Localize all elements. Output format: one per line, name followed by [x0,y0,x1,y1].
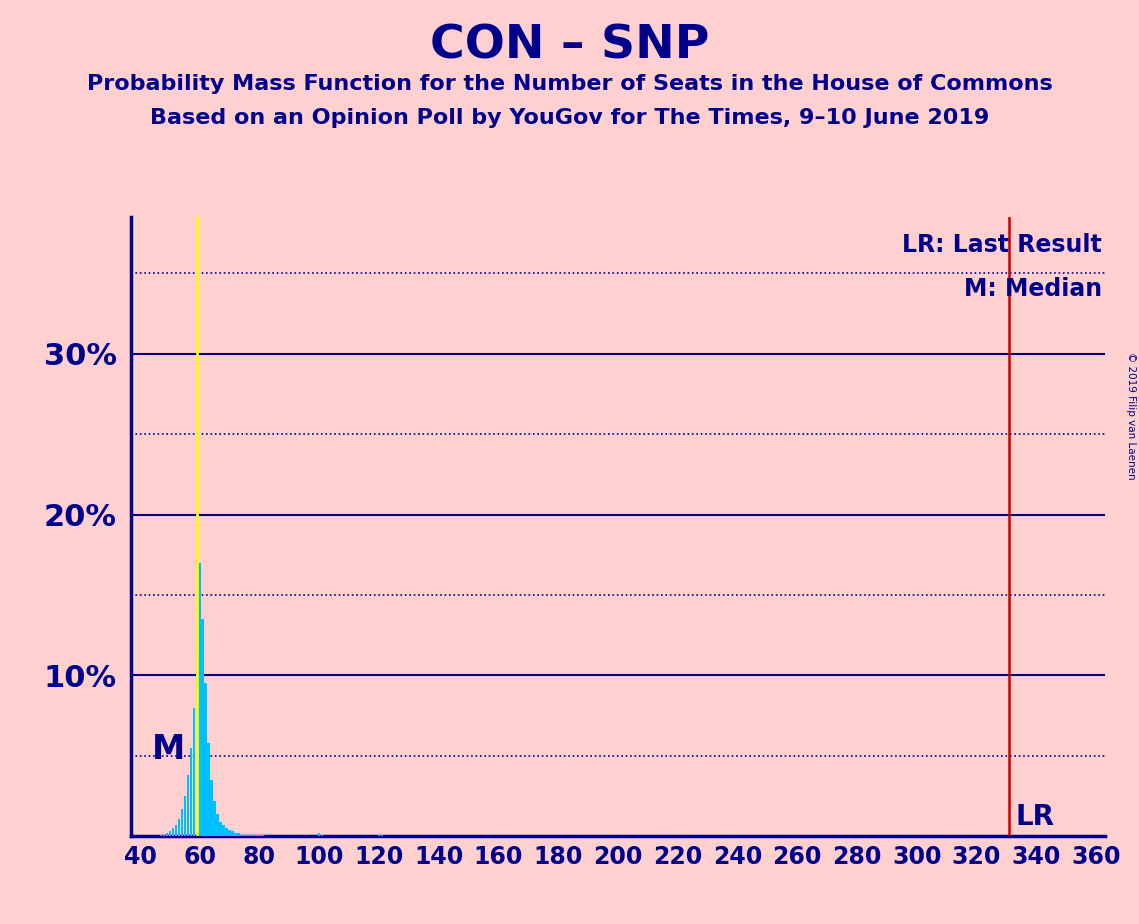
Text: CON – SNP: CON – SNP [429,23,710,68]
Bar [240,834,243,836]
Bar [174,825,177,836]
Bar [321,834,323,836]
Bar [211,780,213,836]
Bar [172,828,174,836]
Bar [205,684,207,836]
Bar [246,834,248,836]
Bar [202,619,204,836]
Bar [249,834,252,836]
Bar [252,834,255,836]
Bar [163,834,165,836]
Bar [169,832,171,836]
Text: Based on an Opinion Poll by YouGov for The Times, 9–10 June 2019: Based on an Opinion Poll by YouGov for T… [150,108,989,128]
Bar [198,563,200,836]
Bar [216,814,219,836]
Text: © 2019 Filip van Laenen: © 2019 Filip van Laenen [1126,352,1136,480]
Text: M: Median: M: Median [964,276,1101,300]
Bar [187,775,189,836]
Bar [259,834,261,836]
Bar [255,834,257,836]
Bar [237,833,239,836]
Text: LR: Last Result: LR: Last Result [902,233,1101,257]
Text: Probability Mass Function for the Number of Seats in the House of Commons: Probability Mass Function for the Number… [87,74,1052,94]
Bar [213,801,215,836]
Text: M: M [151,733,185,766]
Bar [165,833,169,836]
Bar [178,819,180,836]
Bar [228,830,231,836]
Bar [226,828,228,836]
Bar [181,808,183,836]
Bar [189,748,192,836]
Bar [207,743,210,836]
Bar [220,821,222,836]
Bar [235,833,237,836]
Bar [378,834,380,836]
Bar [192,708,195,836]
Bar [222,825,224,836]
Bar [196,651,198,836]
Bar [183,796,186,836]
Bar [318,833,320,836]
Bar [244,834,246,836]
Bar [231,832,233,836]
Text: LR: LR [1015,803,1055,831]
